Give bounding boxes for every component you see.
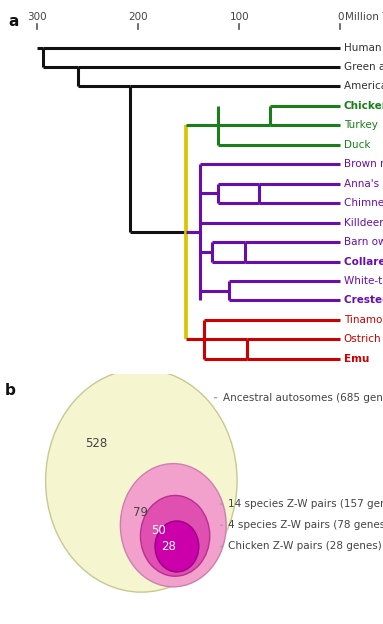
Text: Anna's hummingbird: Anna's hummingbird [344,178,383,188]
Text: Ancestral autosomes (685 genes): Ancestral autosomes (685 genes) [214,392,383,402]
Circle shape [46,369,237,592]
Text: 200: 200 [128,12,148,22]
Text: Green anole lizard: Green anole lizard [344,62,383,72]
Text: American alligator: American alligator [344,81,383,92]
Text: 0: 0 [337,12,344,22]
Text: 300: 300 [27,12,47,22]
Text: Collared flycatcher: Collared flycatcher [344,256,383,266]
Text: Barn owl: Barn owl [344,237,383,247]
Text: White-tailed tropicbird: White-tailed tropicbird [344,276,383,286]
Text: Million Years Ago: Million Years Ago [345,12,383,22]
Text: 50: 50 [151,524,166,537]
Text: b: b [5,383,15,398]
Text: Tinamou: Tinamou [344,315,383,325]
Text: 100: 100 [229,12,249,22]
Circle shape [155,521,199,572]
Text: 28: 28 [161,540,176,553]
Text: Ostrich: Ostrich [344,334,381,344]
Text: Emu: Emu [344,354,369,364]
Text: 14 species Z-W pairs (157 genes): 14 species Z-W pairs (157 genes) [221,499,383,509]
Text: Chicken Z-W pairs (28 genes): Chicken Z-W pairs (28 genes) [221,542,382,552]
Text: Chicken: Chicken [344,101,383,111]
Circle shape [120,464,226,587]
Text: Duck: Duck [344,140,370,150]
Text: Human: Human [344,42,381,52]
Text: 4 species Z-W pairs (78 genes): 4 species Z-W pairs (78 genes) [221,520,383,530]
Text: 79: 79 [133,506,148,519]
Text: a: a [9,14,19,29]
Text: Chimney swift: Chimney swift [344,198,383,208]
Text: Killdeer: Killdeer [344,218,383,228]
Text: Brown mesite: Brown mesite [344,159,383,169]
Text: Crested ibis: Crested ibis [344,295,383,306]
Circle shape [141,495,210,576]
Text: Turkey: Turkey [344,120,378,130]
Text: 528: 528 [85,437,107,450]
